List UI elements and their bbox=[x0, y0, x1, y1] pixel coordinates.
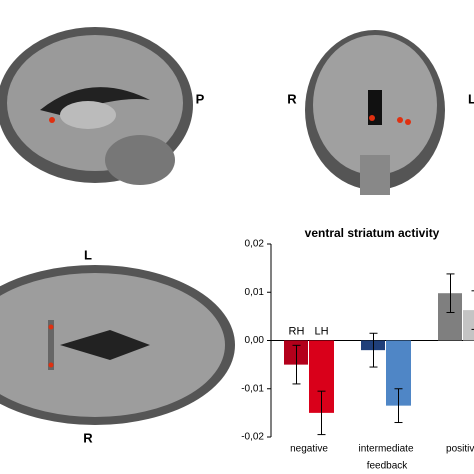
y-tick-label: -0,01 bbox=[241, 383, 264, 394]
y-tick-label: 0,01 bbox=[245, 287, 265, 298]
brain-axial bbox=[0, 265, 235, 425]
brain-coronal bbox=[305, 30, 445, 195]
orientation-label: R bbox=[287, 91, 297, 106]
orientation-label: L bbox=[84, 247, 92, 262]
legend-label: LH bbox=[314, 325, 328, 337]
y-tick-label: 0,00 bbox=[245, 335, 265, 346]
x-tick-label: intermediate bbox=[358, 444, 413, 455]
orientation-label: P bbox=[196, 91, 205, 106]
y-tick-label: 0,02 bbox=[245, 239, 265, 250]
brain-sagittal bbox=[0, 27, 193, 185]
x-axis-label: feedback bbox=[367, 461, 409, 472]
x-tick-label: negative bbox=[290, 444, 328, 455]
orientation-label: L bbox=[468, 91, 474, 106]
orientation-label: R bbox=[83, 430, 93, 445]
legend-label: RH bbox=[289, 325, 305, 337]
chart-title: ventral striatum activity bbox=[305, 226, 440, 240]
x-tick-label: positive bbox=[446, 444, 474, 455]
bar bbox=[463, 310, 474, 341]
y-tick-label: -0,02 bbox=[241, 432, 264, 443]
